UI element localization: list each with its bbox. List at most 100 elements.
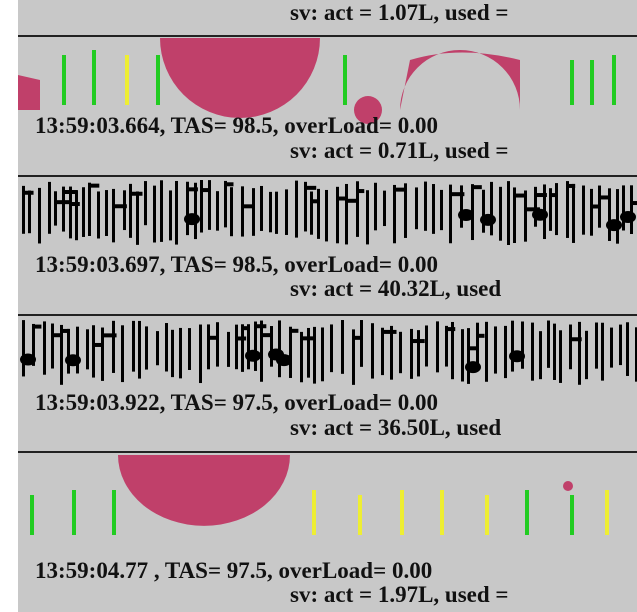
strip-bar	[534, 186, 537, 227]
strip-bar	[235, 324, 238, 370]
strip-bar	[60, 328, 70, 333]
strip-bar	[321, 327, 324, 382]
strip-bar	[194, 182, 197, 240]
strip-bar	[304, 185, 317, 190]
strip-bar	[275, 191, 278, 234]
strip-bar	[304, 181, 307, 232]
strip-bar	[341, 320, 344, 374]
strip-blob	[620, 210, 636, 223]
strip-bar	[336, 186, 339, 244]
strip-bar	[112, 320, 115, 373]
strip-bar	[626, 322, 629, 376]
strip-bar	[336, 196, 347, 201]
strip-bar	[511, 320, 514, 372]
strip-bar	[393, 184, 396, 244]
strip-bar	[76, 326, 79, 374]
strip-bar	[300, 336, 314, 341]
strip	[18, 38, 616, 124]
strip-bar	[307, 327, 310, 378]
strip-bar	[62, 186, 65, 232]
strip-bar	[381, 327, 384, 376]
strip-bar	[524, 190, 527, 242]
strip-bar	[494, 326, 497, 374]
strip-bar	[460, 185, 463, 228]
strip-bar	[590, 188, 593, 236]
strip-bar	[608, 188, 611, 241]
strip-bar	[635, 327, 637, 382]
strip-bar	[295, 180, 298, 238]
strip-bar	[345, 183, 348, 245]
strip-bar	[300, 331, 303, 383]
strip-bar	[200, 180, 203, 233]
strip-bar	[549, 188, 552, 231]
strip-bar	[88, 182, 91, 236]
strip-bar	[145, 326, 148, 370]
strip-bar	[186, 187, 198, 192]
strip-bar	[227, 331, 230, 367]
strip-bar	[144, 181, 147, 226]
strip-bar	[32, 324, 42, 329]
strip-bar	[513, 193, 525, 198]
strip-bar	[415, 187, 418, 230]
strip-bar	[101, 333, 117, 338]
strip-bar	[630, 185, 633, 235]
strip-bar	[138, 320, 141, 379]
strip-bar	[51, 323, 54, 369]
strip-bar	[32, 323, 35, 366]
strip-bar	[270, 326, 273, 367]
strip-bar	[345, 198, 357, 203]
strip-bar	[371, 323, 374, 379]
strip-bar	[360, 320, 363, 367]
strip-bar	[97, 191, 100, 239]
strip-bar	[417, 330, 420, 377]
strip-bar	[467, 328, 470, 384]
strip-bar	[610, 327, 613, 368]
strip-bar	[572, 183, 575, 243]
strip-bar	[410, 328, 413, 379]
strip-bar	[54, 200, 70, 205]
strip-bar	[330, 324, 333, 373]
strip-bar	[566, 183, 576, 188]
strip-bar	[619, 324, 622, 366]
strip-bar	[254, 321, 257, 371]
strip-bar	[112, 204, 127, 209]
strip-bar	[490, 181, 493, 236]
strip-bar	[69, 202, 80, 207]
strip-bar	[476, 322, 479, 369]
strip-bar	[521, 321, 524, 369]
strip-bar	[175, 180, 178, 245]
strip-bar	[241, 204, 255, 209]
strip-bar	[22, 320, 25, 377]
strip-bar	[436, 321, 439, 373]
strip-bar	[635, 341, 637, 346]
strip-bar	[260, 320, 263, 382]
strip-bar	[82, 187, 85, 237]
strip-bar	[235, 336, 247, 341]
strip-bar	[186, 181, 189, 236]
strip-bar	[383, 190, 386, 227]
strip-bar	[60, 324, 63, 385]
strip-bar	[247, 324, 250, 370]
strip-bar	[165, 323, 168, 372]
strip-bar	[241, 186, 244, 237]
strip-bar	[160, 180, 163, 242]
strip-bar	[224, 182, 234, 187]
strip-bar	[539, 331, 542, 380]
strip-bar	[86, 329, 89, 370]
strip-bar	[585, 330, 588, 380]
strip-bar	[534, 193, 547, 198]
strip-bar	[169, 190, 172, 241]
sv-line: sv: act = 0.71L, used =	[290, 138, 509, 163]
strip-bar	[559, 330, 562, 383]
strip-bar	[366, 190, 369, 245]
background	[18, 0, 637, 612]
strip-bar	[121, 325, 124, 383]
strip-bar	[69, 186, 72, 239]
strip-bar	[317, 188, 320, 239]
strip-bar	[54, 191, 57, 226]
strip-blob	[480, 213, 496, 226]
strip-bar	[476, 333, 485, 338]
strip-bar	[471, 185, 482, 190]
strip	[30, 455, 609, 535]
